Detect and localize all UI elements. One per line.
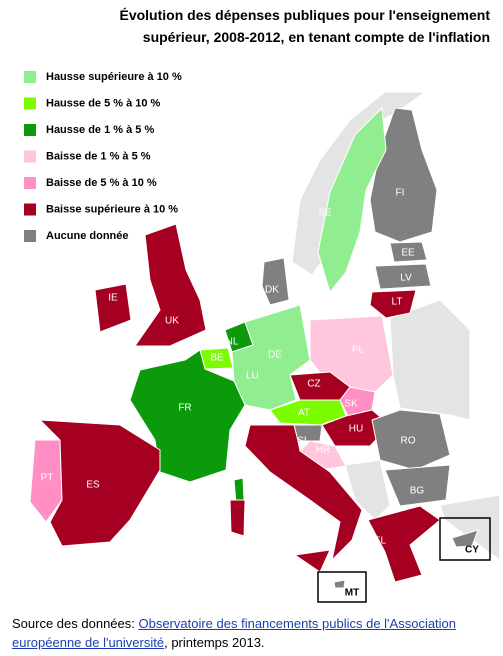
country xyxy=(233,477,245,504)
country-label: SI xyxy=(297,436,306,447)
countries xyxy=(29,106,479,589)
country-label: SK xyxy=(344,399,358,410)
country-label: LV xyxy=(400,273,412,284)
country-label: RO xyxy=(401,436,416,447)
country xyxy=(134,223,207,347)
legend-label: Baisse de 1 % à 5 % xyxy=(46,150,151,162)
legend: Hausse supérieure à 10 % Hausse de 5 % à … xyxy=(24,71,182,242)
legend-swatch xyxy=(24,177,36,189)
country xyxy=(339,386,376,417)
country-label: PL xyxy=(352,345,365,356)
legend-label: Hausse supérieure à 10 % xyxy=(46,71,182,83)
country xyxy=(299,440,347,471)
country-label: ES xyxy=(86,480,100,491)
source-prefix: Source des données: xyxy=(12,616,139,631)
country-label: BE xyxy=(210,353,224,364)
country xyxy=(29,439,63,523)
legend-label: Hausse de 5 % à 10 % xyxy=(46,97,161,109)
country-label: LT xyxy=(392,297,403,308)
map: Évolution des dépenses publiques pour l'… xyxy=(24,7,501,603)
legend-swatch xyxy=(24,97,36,110)
legend-label: Hausse de 1 % à 5 % xyxy=(46,124,154,136)
inset-frame xyxy=(439,517,491,561)
country-label: IE xyxy=(108,293,118,304)
country-labels: FI SE EE LV LT DK IE UK NL BE LU DE PL C… xyxy=(41,188,480,599)
legend-swatch xyxy=(24,71,36,83)
country-label: HR xyxy=(316,445,330,456)
country-label: CZ xyxy=(307,379,320,390)
country-label: UK xyxy=(165,316,179,327)
country xyxy=(369,107,438,243)
country-label: DE xyxy=(268,350,282,361)
country xyxy=(317,106,387,294)
country-label: EL xyxy=(374,536,387,547)
country-label: IT xyxy=(278,482,287,493)
country xyxy=(389,241,428,263)
source-link[interactable]: Observatoire des financements publics de… xyxy=(12,616,457,650)
title-line: Évolution des dépenses publiques pour l'… xyxy=(119,7,490,23)
country xyxy=(384,464,451,507)
land xyxy=(439,494,501,561)
country-label: DK xyxy=(265,285,279,296)
country xyxy=(293,549,331,573)
legend-swatch xyxy=(24,230,36,242)
country-label: CY xyxy=(465,545,479,556)
country xyxy=(333,579,346,589)
legend-label: Aucune donnée xyxy=(46,230,129,242)
country xyxy=(38,419,161,547)
country xyxy=(371,409,451,471)
country-label: LU xyxy=(246,371,259,382)
country-label: FI xyxy=(396,188,405,199)
country-label: SE xyxy=(318,208,332,219)
country xyxy=(374,263,432,290)
source-suffix: , printemps 2013. xyxy=(164,635,265,650)
country-label: AT xyxy=(298,408,310,419)
title-line: supérieur, 2008-2012, en tenant compte d… xyxy=(143,29,490,45)
land xyxy=(344,459,391,521)
country-label: NL xyxy=(226,337,239,348)
country-label: FR xyxy=(178,403,191,414)
country-label: BG xyxy=(410,486,425,497)
country-label: EE xyxy=(401,248,415,259)
country xyxy=(229,499,246,537)
country xyxy=(451,529,479,548)
source-note: Source des données: Observatoire des fin… xyxy=(12,614,496,652)
legend-swatch xyxy=(24,124,36,136)
country xyxy=(367,505,441,583)
country-label: MT xyxy=(345,588,359,599)
legend-label: Baisse supérieure à 10 % xyxy=(46,203,178,215)
legend-label: Baisse de 5 % à 10 % xyxy=(46,177,157,189)
country-label: HU xyxy=(349,424,363,435)
country xyxy=(94,283,132,333)
country xyxy=(261,257,290,306)
country-label: PT xyxy=(41,473,54,484)
country xyxy=(244,424,363,562)
legend-swatch xyxy=(24,150,36,163)
land xyxy=(389,299,471,421)
inset-frame xyxy=(317,571,367,603)
legend-swatch xyxy=(24,203,36,216)
country xyxy=(369,289,417,319)
